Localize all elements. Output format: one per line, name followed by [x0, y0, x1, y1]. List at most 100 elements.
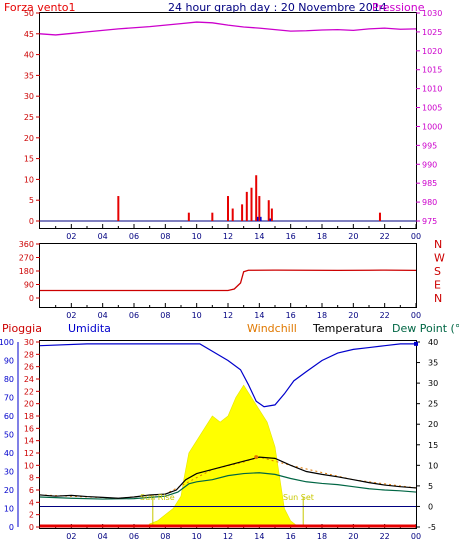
humidity-tick-label: 40	[4, 449, 14, 458]
pressure-tick-label: 1005	[422, 104, 442, 113]
legend-temperature: Temperatura	[312, 322, 383, 335]
compass-label: N	[434, 292, 442, 305]
x-tick-label: 08	[160, 532, 170, 541]
x-tick-label: 18	[317, 232, 327, 241]
x-tick-label: 08	[160, 232, 170, 241]
humidity-tick-label: 90	[4, 357, 14, 366]
temp-tick-label: 5	[428, 482, 433, 491]
direction-tick-label: 90	[24, 281, 34, 290]
wind-tick-label: 30	[24, 92, 34, 101]
sunrise-label: Sun Rise	[140, 493, 175, 502]
rain-tick-label: 0	[29, 523, 34, 532]
temp-tick-label: 10	[428, 461, 438, 470]
humidity-tick-label: 0	[9, 523, 14, 532]
wind-tick-label: 20	[24, 134, 34, 143]
rain-tick-label: 8	[29, 474, 34, 483]
wind-tick-label: 5	[29, 196, 34, 205]
pressure-tick-label: 975	[422, 217, 437, 226]
rain-tick-label: 30	[24, 338, 34, 347]
x-tick-label: 22	[380, 532, 390, 541]
x-tick-label: 20	[348, 311, 358, 320]
temp-tick-label: 20	[428, 420, 438, 429]
dewpoint-line	[39, 472, 417, 500]
x-tick-label: 08	[160, 311, 170, 320]
temp-tick-label: -5	[428, 523, 436, 532]
compass-label: E	[434, 279, 441, 292]
direction-tick-label: 180	[19, 267, 34, 276]
humidity-tick-label: 70	[4, 394, 14, 403]
x-tick-label: 16	[286, 311, 296, 320]
humidity-tick-label: 30	[4, 468, 14, 477]
pressure-axis-title: Pressione	[372, 1, 425, 14]
wind-tick-label: 50	[24, 9, 34, 18]
rain-tick-label: 26	[24, 363, 34, 372]
x-tick-label: 14	[254, 232, 264, 241]
humidity-tick-label: 20	[4, 486, 14, 495]
pressure-tick-label: 1010	[422, 85, 442, 94]
pressure-tick-label: 1025	[422, 28, 442, 37]
compass-label: S	[434, 265, 441, 278]
series-layer	[39, 21, 418, 528]
wind-tick-label: 35	[24, 71, 34, 80]
direction-tick-label: 0	[29, 294, 34, 303]
temp-tick-label: 30	[428, 379, 438, 388]
wind-tick-label: 45	[24, 30, 34, 39]
x-tick-label: 04	[98, 311, 108, 320]
direction-panel	[39, 243, 417, 308]
humidity-line	[39, 343, 416, 408]
x-tick-label: 22	[380, 232, 390, 241]
x-tick-label: 16	[286, 232, 296, 241]
wind-axis-title: Forza vento1	[4, 1, 76, 14]
humidity-tick-label: 80	[4, 375, 14, 384]
pressure-tick-label: 990	[422, 160, 437, 169]
rain-tick-label: 2	[29, 511, 34, 520]
x-tick-label: 02	[66, 532, 76, 541]
pressure-tick-label: 1030	[422, 9, 442, 18]
x-tick-label: 02	[66, 232, 76, 241]
rain-tick-label: 20	[24, 400, 34, 409]
pressure-tick-label: 1000	[422, 122, 442, 131]
pressure-line	[39, 21, 417, 36]
x-tick-label: 18	[317, 532, 327, 541]
direction-line	[40, 269, 417, 292]
humidity-tick-label: 10	[4, 505, 14, 514]
temp-tick-label: 40	[428, 338, 438, 347]
pressure-tick-label: 985	[422, 179, 437, 188]
legend-rain: Pioggia	[2, 322, 42, 335]
temp-tick-label: 0	[428, 502, 433, 511]
x-tick-label: 20	[348, 232, 358, 241]
x-tick-label: 02	[66, 311, 76, 320]
rain-tick-label: 4	[29, 498, 34, 507]
x-tick-label: 12	[223, 232, 233, 241]
x-tick-label: 16	[286, 532, 296, 541]
wind-tick-label: 25	[24, 113, 34, 122]
solar-area	[40, 384, 416, 528]
legend-humidity: Umidita	[68, 322, 111, 335]
pressure-tick-label: 995	[422, 141, 437, 150]
x-tick-label: 06	[129, 232, 139, 241]
pressure-tick-label: 980	[422, 198, 437, 207]
x-tick-label: 04	[98, 532, 108, 541]
temp-tick-label: 15	[428, 441, 438, 450]
legend-dewpoint: Dew Point (°C	[392, 322, 459, 335]
x-tick-label: 00	[411, 532, 421, 541]
pressure-tick-label: 1015	[422, 66, 442, 75]
rain-tick-label: 28	[24, 350, 34, 359]
x-tick-label: 04	[98, 232, 108, 241]
x-tick-label: 20	[348, 532, 358, 541]
rain-tick-label: 6	[29, 486, 34, 495]
sunset-label: Sun Set	[283, 493, 314, 502]
x-tick-label: 06	[129, 532, 139, 541]
direction-tick-label: 270	[19, 254, 34, 263]
rain-tick-label: 16	[24, 424, 34, 433]
x-tick-label: 00	[411, 311, 421, 320]
temp-tick-label: 25	[428, 400, 438, 409]
x-tick-label: 10	[192, 311, 202, 320]
temp-tick-label: 35	[428, 359, 438, 368]
rain-tick-label: 22	[24, 387, 34, 396]
rain-tick-label: 24	[24, 375, 34, 384]
x-tick-label: 22	[380, 311, 390, 320]
windchill-peak-marker	[254, 455, 259, 460]
